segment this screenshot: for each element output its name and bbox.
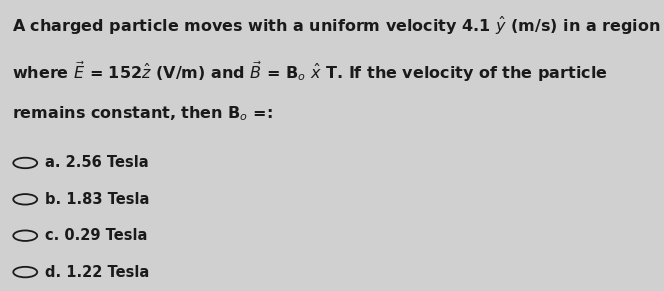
Text: a. 2.56 Tesla: a. 2.56 Tesla (45, 155, 149, 171)
Text: A charged particle moves with a uniform velocity 4.1 $\hat{y}$ (m/s) in a region: A charged particle moves with a uniform … (12, 15, 661, 37)
Text: b. 1.83 Tesla: b. 1.83 Tesla (45, 192, 149, 207)
Text: where $\vec{E}$ = 152$\hat{z}$ (V/m) and $\vec{B}$ = B$_o$ $\hat{x}$ T. If the v: where $\vec{E}$ = 152$\hat{z}$ (V/m) and… (12, 60, 608, 84)
Text: remains constant, then B$_o$ =:: remains constant, then B$_o$ =: (12, 105, 273, 123)
Text: d. 1.22 Tesla: d. 1.22 Tesla (45, 265, 149, 280)
Text: c. 0.29 Tesla: c. 0.29 Tesla (45, 228, 147, 243)
